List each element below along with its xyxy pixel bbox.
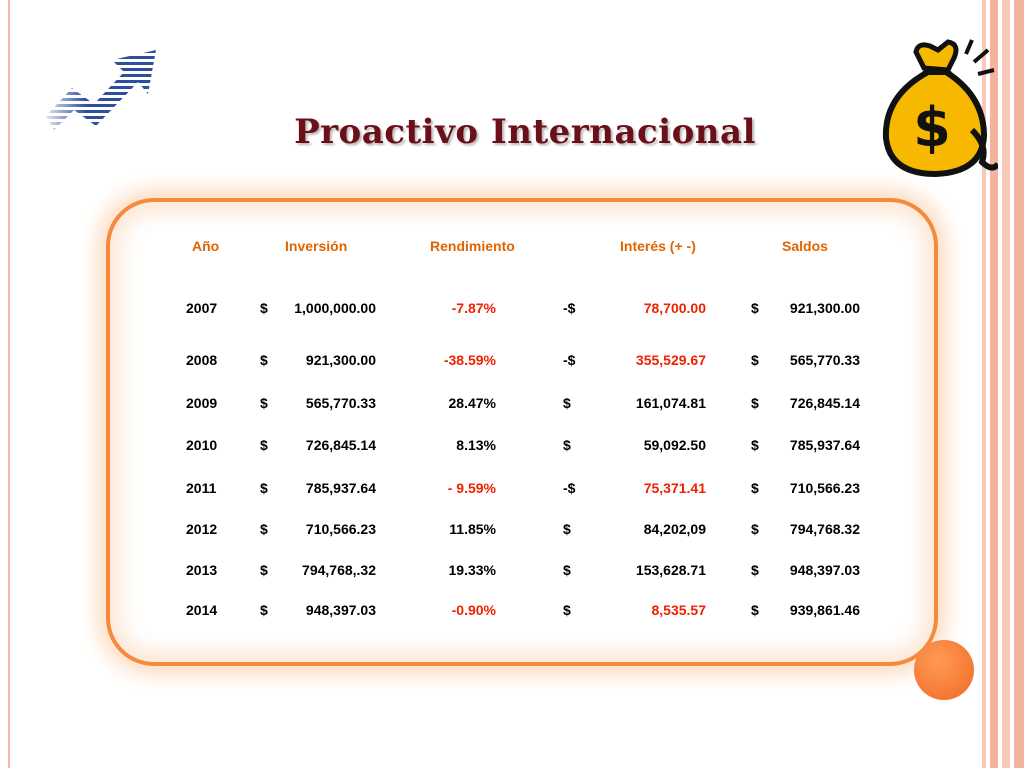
cell-int-sym: -$ <box>563 480 576 496</box>
table-row: 2010 $726,845.14 8.13% $59,092.50 $785,937.6… <box>0 437 1024 457</box>
cell-inversion: 565,770.33 <box>305 395 376 411</box>
cell-rendimiento: -38.59% <box>443 352 496 368</box>
cell-rendimiento: - 9.59% <box>447 480 496 496</box>
cell-int-sym: $ <box>563 395 571 411</box>
left-frame-line <box>8 0 10 768</box>
table-row: 2008 $921,300.00 -38.59% -$ 355,529.67 $565,7… <box>0 352 1024 372</box>
table-row: 2014 $948,397.03 -0.90% $8,535.57 $939,861.4… <box>0 602 1024 622</box>
cell-inv-sym: $ <box>260 562 268 578</box>
cell-inversion: 948,397.03 <box>305 602 376 618</box>
cell-sal-sym: $ <box>751 480 759 496</box>
table-row: 2009 $565,770.33 28.47% $161,074.81 $726,845… <box>0 395 1024 415</box>
cell-anio: 2007 <box>186 300 218 316</box>
cell-inv-sym: $ <box>260 352 268 368</box>
header-rendimiento: Rendimiento <box>430 238 515 254</box>
cell-anio: 2013 <box>186 562 218 578</box>
cell-interes: 161,074.81 <box>635 395 706 411</box>
cell-rendimiento: 8.13% <box>456 437 496 453</box>
orange-dot-decoration <box>914 640 974 700</box>
cell-sal-sym: $ <box>751 352 759 368</box>
cell-inv-sym: $ <box>260 602 268 618</box>
cell-inv-sym: $ <box>260 395 268 411</box>
table-row: 2013 $794,768,.32 19.33% $153,628.71 $948,39… <box>0 562 1024 582</box>
header-anio: Año <box>192 238 220 254</box>
cell-rendimiento: -7.87% <box>451 300 496 316</box>
cell-saldo: 794,768.32 <box>789 521 860 537</box>
cell-inversion: 921,300.00 <box>305 352 376 368</box>
cell-int-sym: -$ <box>563 352 576 368</box>
svg-text:$: $ <box>913 96 951 159</box>
cell-anio: 2009 <box>186 395 218 411</box>
cell-sal-sym: $ <box>751 395 759 411</box>
header-interes: Interés (+ -) <box>620 238 696 254</box>
cell-anio: 2014 <box>186 602 218 618</box>
cell-rendimiento: -0.90% <box>451 602 496 618</box>
cell-inv-sym: $ <box>260 480 268 496</box>
page-title: Proactivo Internacional <box>294 112 756 152</box>
cell-int-sym: $ <box>563 602 571 618</box>
cell-sal-sym: $ <box>751 602 759 618</box>
data-table-panel <box>106 198 938 666</box>
money-bag-icon: $ <box>882 39 998 178</box>
cell-interes: 8,535.57 <box>651 602 707 618</box>
cell-saldo: 565,770.33 <box>789 352 860 368</box>
cell-saldo: 785,937.64 <box>789 437 860 453</box>
cell-saldo: 948,397.03 <box>789 562 860 578</box>
cell-saldo: 939,861.46 <box>789 602 860 618</box>
trend-arrow-icon <box>44 44 156 130</box>
cell-inv-sym: $ <box>260 300 268 316</box>
cell-saldo: 726,845.14 <box>789 395 860 411</box>
cell-inversion: 1,000,000.00 <box>294 300 376 316</box>
cell-inversion: 785,937.64 <box>305 480 376 496</box>
cell-interes: 78,700.00 <box>643 300 706 316</box>
cell-rendimiento: 19.33% <box>448 562 496 578</box>
cell-inversion: 710,566.23 <box>305 521 376 537</box>
cell-anio: 2008 <box>186 352 218 368</box>
cell-inversion: 726,845.14 <box>305 437 376 453</box>
cell-saldo: 921,300.00 <box>789 300 860 316</box>
cell-interes: 153,628.71 <box>635 562 706 578</box>
cell-interes: 75,371.41 <box>643 480 706 496</box>
table-row: 2012 $710,566.23 11.85% $84,202,09 $794,768.… <box>0 521 1024 541</box>
cell-sal-sym: $ <box>751 437 759 453</box>
header-inversion: Inversión <box>285 238 348 254</box>
header-saldos: Saldos <box>782 238 828 254</box>
cell-interes: 355,529.67 <box>635 352 706 368</box>
cell-int-sym: $ <box>563 521 571 537</box>
cell-inv-sym: $ <box>260 437 268 453</box>
cell-int-sym: $ <box>563 562 571 578</box>
cell-anio: 2010 <box>186 437 218 453</box>
cell-inversion: 794,768,.32 <box>302 562 376 578</box>
table-row: 2011 $785,937.64 - 9.59% -$ 75,371.41 $710,56… <box>0 480 1024 500</box>
cell-interes: 59,092.50 <box>643 437 706 453</box>
cell-anio: 2011 <box>186 480 217 496</box>
cell-int-sym: -$ <box>563 300 576 316</box>
cell-inv-sym: $ <box>260 521 268 537</box>
cell-saldo: 710,566.23 <box>789 480 860 496</box>
cell-rendimiento: 11.85% <box>449 521 496 537</box>
cell-anio: 2012 <box>186 521 218 537</box>
cell-interes: 84,202,09 <box>643 521 706 537</box>
cell-rendimiento: 28.47% <box>448 395 496 411</box>
cell-sal-sym: $ <box>751 562 759 578</box>
cell-sal-sym: $ <box>751 300 759 316</box>
cell-sal-sym: $ <box>751 521 759 537</box>
cell-int-sym: $ <box>563 437 571 453</box>
table-row: 2007 $1,000,000.00 -7.87% -$ 78,700.00 $921,3… <box>0 300 1024 320</box>
